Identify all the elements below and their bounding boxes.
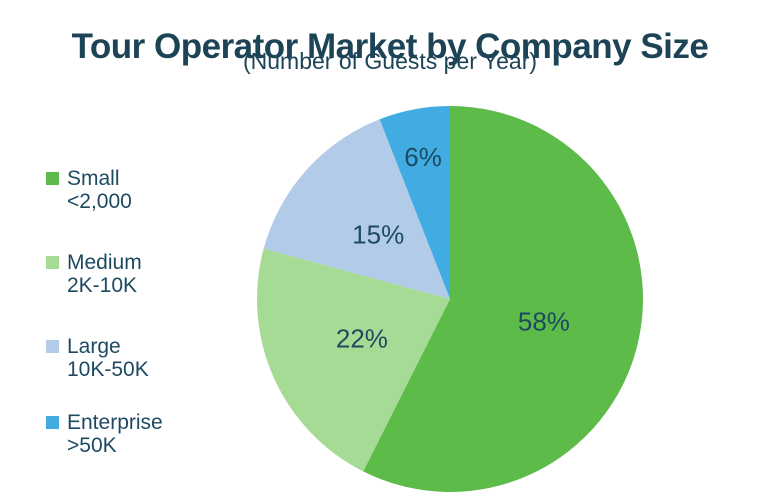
legend-item-large: Large 10K-50K <box>46 335 149 381</box>
legend-label-large-line1: Large <box>67 335 121 358</box>
pie-label-1: 22% <box>336 323 388 353</box>
pie-chart-svg: 58% 22% 15% 6% <box>257 106 643 493</box>
pie-label-0: 58% <box>518 306 570 336</box>
legend-label-enterprise: Enterprise >50K <box>67 411 163 457</box>
legend-swatch-enterprise <box>46 416 59 429</box>
legend-label-medium: Medium 2K-10K <box>67 251 142 297</box>
chart-subtitle: (Number of Guests per Year) <box>242 48 538 74</box>
legend-swatch-small <box>46 172 59 185</box>
legend-label-enterprise-line1: Enterprise <box>67 411 163 434</box>
pie-label-3: 6% <box>404 142 442 172</box>
legend-item-medium: Medium 2K-10K <box>46 251 142 297</box>
legend-swatch-medium <box>46 256 59 269</box>
legend-label-medium-line1: Medium <box>67 251 142 274</box>
legend-label-small-line2: <2,000 <box>67 190 132 213</box>
legend-label-large: Large 10K-50K <box>67 335 149 381</box>
pie-slice-1 <box>257 248 450 472</box>
pie-slice-2 <box>263 119 450 299</box>
legend-label-small: Small <2,000 <box>67 167 132 213</box>
legend-label-large-line2: 10K-50K <box>67 358 149 381</box>
legend-label-enterprise-line2: >50K <box>67 434 117 457</box>
pie-label-2: 15% <box>352 220 404 250</box>
legend-item-small: Small <2,000 <box>46 167 132 213</box>
pie-slice-0 <box>363 106 643 493</box>
legend-label-medium-line2: 2K-10K <box>67 274 138 297</box>
legend-item-enterprise: Enterprise >50K <box>46 411 163 457</box>
pie-slice-3 <box>379 106 450 299</box>
chart-title: Tour Operator Market by Company Size <box>71 27 709 67</box>
pie-chart: 58% 22% 15% 6% <box>257 106 643 493</box>
legend-label-small-line1: Small <box>67 167 120 190</box>
legend-swatch-large <box>46 340 59 353</box>
